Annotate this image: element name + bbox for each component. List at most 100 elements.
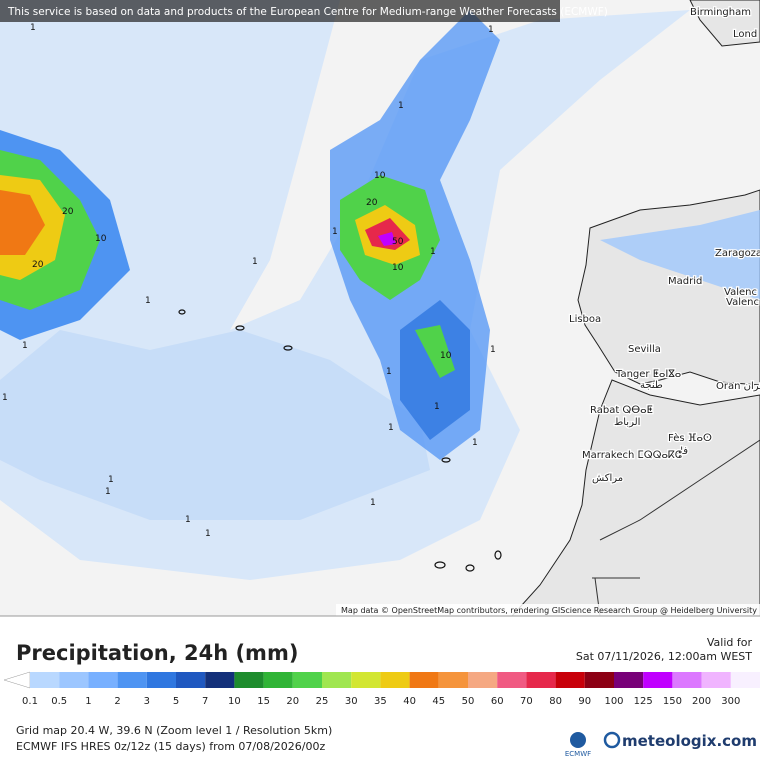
contour-label: 20	[32, 260, 44, 270]
legend-tick: 200	[692, 696, 711, 707]
legend-tick: 3	[144, 696, 150, 707]
legend-swatch	[59, 672, 89, 688]
brand-logo	[603, 731, 621, 749]
valid-label: Valid for	[707, 636, 753, 649]
contour-label: 1	[145, 296, 151, 306]
legend-tick: 100	[604, 696, 623, 707]
contour-label: 1	[490, 345, 496, 355]
legend-tick: 30	[345, 696, 358, 707]
legend-swatch	[380, 672, 410, 688]
legend-title: Precipitation, 24h (mm)	[16, 641, 298, 665]
city: الرباط	[614, 417, 640, 428]
city: Valenc	[726, 297, 759, 308]
contour-label: 20	[366, 198, 378, 208]
legend-tick: 15	[257, 696, 270, 707]
contour-label: 1	[2, 393, 8, 403]
legend-swatch	[643, 672, 673, 688]
legend-swatch	[205, 672, 235, 688]
contour-label: 1	[252, 257, 258, 267]
contour-label: 1	[30, 23, 36, 33]
city: Zaragoza	[715, 248, 760, 259]
legend-tick: 35	[374, 696, 387, 707]
legend-tick: 90	[578, 696, 591, 707]
legend-swatch	[614, 672, 644, 688]
notice: This service is based on data and produc…	[7, 6, 608, 18]
legend-swatch	[88, 672, 118, 688]
legend-swatch	[584, 672, 614, 688]
legend-swatch	[176, 672, 206, 688]
legend-tick: 1	[85, 696, 91, 707]
model-info: ECMWF IFS HRES 0z/12z (15 days) from 07/…	[16, 740, 326, 753]
grid-info: Grid map 20.4 W, 39.6 N (Zoom level 1 / …	[16, 724, 332, 737]
contour-label: 1	[434, 402, 440, 412]
legend-tick: 0.1	[22, 696, 38, 707]
land-africa	[510, 379, 760, 617]
legend-swatch	[263, 672, 293, 688]
contour-label: 1	[370, 498, 376, 508]
precip-light	[0, 0, 760, 580]
legend-swatch	[117, 672, 147, 688]
legend-swatch	[322, 672, 352, 688]
contour-label: 10	[374, 171, 386, 181]
contour-label: 1	[108, 475, 114, 485]
brand[interactable]: meteologix.com	[622, 732, 757, 750]
city: Lond	[733, 29, 757, 40]
legend-tick: 150	[663, 696, 682, 707]
ecmwf-logo	[570, 732, 586, 748]
ecmwf-label: ECMWF	[565, 750, 591, 758]
islands	[178, 309, 502, 572]
legend-swatch	[351, 672, 381, 688]
legend-swatch	[468, 672, 498, 688]
legend-swatch	[555, 672, 585, 688]
attribution: Map data © OpenStreetMap contributors, r…	[341, 606, 757, 615]
legend-swatch	[730, 672, 760, 688]
contour-label: 1	[398, 101, 404, 111]
legend-tick: 60	[491, 696, 504, 707]
contour-label: 10	[95, 234, 107, 244]
notice-bg	[0, 0, 560, 22]
legend-tick: 2	[114, 696, 120, 707]
legend-tick: 7	[202, 696, 208, 707]
legend-tick: 50	[462, 696, 475, 707]
legend-swatch	[409, 672, 439, 688]
contour-label: 50	[392, 237, 404, 247]
contour-label: 1	[185, 515, 191, 525]
contour-label: 1	[472, 438, 478, 448]
legend-swatch	[526, 672, 556, 688]
city: Tanger ⵟⴰⵏⴵⴰ	[615, 369, 681, 380]
legend-arrow-low	[3, 671, 31, 689]
legend-tick: 25	[316, 696, 329, 707]
legend-swatch	[146, 672, 176, 688]
contour-label: 1	[488, 25, 494, 35]
legend-tick: 40	[403, 696, 416, 707]
legend-tick: 80	[549, 696, 562, 707]
contour-label: 1	[105, 487, 111, 497]
city: Rabat ⵕⴱⴰⵟ	[590, 405, 653, 416]
contour-labels: 1 1 1 20 10 20 1 1 1 1 10 20 50 10 1 1 1…	[2, 23, 496, 539]
contour-label: 1	[205, 529, 211, 539]
attribution-bg	[336, 604, 760, 616]
city: Birmingham	[690, 7, 751, 18]
legend-tick: 20	[286, 696, 299, 707]
precip-heavy	[0, 150, 455, 378]
contour-label: 1	[386, 367, 392, 377]
city: Lisboa	[569, 314, 601, 325]
contour-label: 10	[440, 351, 452, 361]
contour-label: 1	[388, 423, 394, 433]
legend-swatch	[292, 672, 322, 688]
legend-tick: 5	[173, 696, 179, 707]
contour-label: 20	[62, 207, 74, 217]
contour-label: 1	[430, 247, 436, 257]
legend-swatch	[234, 672, 264, 688]
city: Marrakech ⵎⵕⵕⴰⴽⵛ	[582, 450, 682, 461]
valid-time: Sat 07/11/2026, 12:00am WEST	[576, 650, 752, 663]
legend-swatch	[672, 672, 702, 688]
city: Madrid	[668, 276, 702, 287]
legend-tick: 300	[721, 696, 740, 707]
legend-tick: 45	[432, 696, 445, 707]
legend-swatch	[497, 672, 527, 688]
legend-tick: 0.5	[51, 696, 67, 707]
legend-tick: 125	[634, 696, 653, 707]
